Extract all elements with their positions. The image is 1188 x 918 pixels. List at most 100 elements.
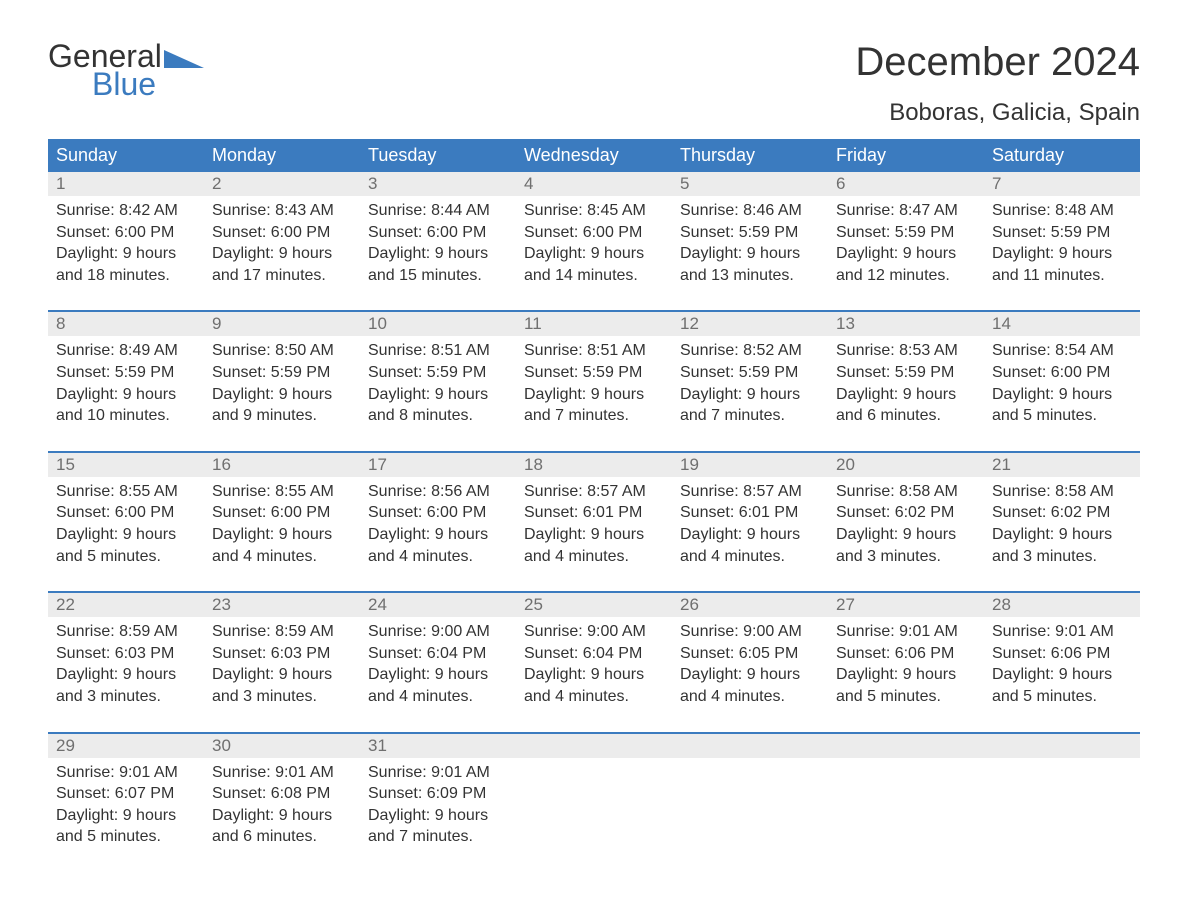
sunrise-text: Sunrise: 8:58 AM	[992, 481, 1132, 503]
sunset-text: Sunset: 5:59 PM	[680, 362, 820, 384]
daylight-text: and 4 minutes.	[680, 686, 820, 708]
daylight-text: Daylight: 9 hours	[368, 384, 508, 406]
title-block: December 2024 Boboras, Galicia, Spain	[855, 40, 1140, 127]
daylight-text: Daylight: 9 hours	[680, 243, 820, 265]
day-number: 12	[672, 311, 828, 336]
day-number: 6	[828, 172, 984, 196]
day-cell: Sunrise: 8:57 AMSunset: 6:01 PMDaylight:…	[672, 477, 828, 592]
daylight-text: Daylight: 9 hours	[836, 524, 976, 546]
sunrise-text: Sunrise: 8:45 AM	[524, 200, 664, 222]
day-cell: Sunrise: 9:01 AMSunset: 6:06 PMDaylight:…	[984, 617, 1140, 732]
day-header: Monday	[204, 139, 360, 172]
daylight-text: and 3 minutes.	[992, 546, 1132, 568]
sunset-text: Sunset: 5:59 PM	[680, 222, 820, 244]
day-header: Friday	[828, 139, 984, 172]
day-cell: Sunrise: 8:51 AMSunset: 5:59 PMDaylight:…	[516, 336, 672, 451]
day-number: 15	[48, 452, 204, 477]
daylight-text: Daylight: 9 hours	[524, 243, 664, 265]
daylight-text: and 14 minutes.	[524, 265, 664, 287]
sunrise-text: Sunrise: 8:53 AM	[836, 340, 976, 362]
day-header: Wednesday	[516, 139, 672, 172]
day-cell: Sunrise: 9:01 AMSunset: 6:07 PMDaylight:…	[48, 758, 204, 872]
day-cell: Sunrise: 8:59 AMSunset: 6:03 PMDaylight:…	[204, 617, 360, 732]
daylight-text: and 4 minutes.	[212, 546, 352, 568]
daylight-text: and 17 minutes.	[212, 265, 352, 287]
day-cell: Sunrise: 9:01 AMSunset: 6:08 PMDaylight:…	[204, 758, 360, 872]
day-data-row: Sunrise: 8:55 AMSunset: 6:00 PMDaylight:…	[48, 477, 1140, 592]
month-title: December 2024	[855, 40, 1140, 85]
day-cell	[516, 758, 672, 872]
day-number: 9	[204, 311, 360, 336]
sunrise-text: Sunrise: 8:42 AM	[56, 200, 196, 222]
day-number: 31	[360, 733, 516, 758]
sunset-text: Sunset: 5:59 PM	[212, 362, 352, 384]
daylight-text: Daylight: 9 hours	[524, 524, 664, 546]
day-header: Sunday	[48, 139, 204, 172]
sunset-text: Sunset: 6:03 PM	[212, 643, 352, 665]
day-number-row: 293031	[48, 733, 1140, 758]
day-cell: Sunrise: 8:45 AMSunset: 6:00 PMDaylight:…	[516, 196, 672, 311]
day-number	[828, 733, 984, 758]
day-number: 4	[516, 172, 672, 196]
day-number: 24	[360, 592, 516, 617]
daylight-text: and 13 minutes.	[680, 265, 820, 287]
daylight-text: Daylight: 9 hours	[680, 524, 820, 546]
daylight-text: Daylight: 9 hours	[992, 384, 1132, 406]
day-number: 25	[516, 592, 672, 617]
daylight-text: Daylight: 9 hours	[992, 524, 1132, 546]
sunrise-text: Sunrise: 9:00 AM	[524, 621, 664, 643]
day-number: 14	[984, 311, 1140, 336]
day-number: 13	[828, 311, 984, 336]
daylight-text: and 5 minutes.	[56, 826, 196, 848]
sunset-text: Sunset: 5:59 PM	[524, 362, 664, 384]
day-cell: Sunrise: 8:44 AMSunset: 6:00 PMDaylight:…	[360, 196, 516, 311]
sunrise-text: Sunrise: 8:51 AM	[368, 340, 508, 362]
sunset-text: Sunset: 6:00 PM	[212, 222, 352, 244]
daylight-text: Daylight: 9 hours	[680, 384, 820, 406]
day-number: 10	[360, 311, 516, 336]
daylight-text: Daylight: 9 hours	[56, 805, 196, 827]
sunrise-text: Sunrise: 8:47 AM	[836, 200, 976, 222]
day-cell: Sunrise: 9:01 AMSunset: 6:09 PMDaylight:…	[360, 758, 516, 872]
logo-text-blue: Blue	[92, 68, 204, 100]
daylight-text: and 7 minutes.	[680, 405, 820, 427]
calendar-table: Sunday Monday Tuesday Wednesday Thursday…	[48, 139, 1140, 872]
day-number: 20	[828, 452, 984, 477]
day-cell: Sunrise: 8:43 AMSunset: 6:00 PMDaylight:…	[204, 196, 360, 311]
daylight-text: Daylight: 9 hours	[368, 805, 508, 827]
day-cell: Sunrise: 8:46 AMSunset: 5:59 PMDaylight:…	[672, 196, 828, 311]
day-number: 23	[204, 592, 360, 617]
sunset-text: Sunset: 6:03 PM	[56, 643, 196, 665]
day-cell: Sunrise: 8:57 AMSunset: 6:01 PMDaylight:…	[516, 477, 672, 592]
daylight-text: and 18 minutes.	[56, 265, 196, 287]
daylight-text: and 11 minutes.	[992, 265, 1132, 287]
sunset-text: Sunset: 6:00 PM	[56, 502, 196, 524]
daylight-text: Daylight: 9 hours	[836, 384, 976, 406]
sunset-text: Sunset: 6:01 PM	[680, 502, 820, 524]
sunrise-text: Sunrise: 8:56 AM	[368, 481, 508, 503]
day-number	[516, 733, 672, 758]
day-cell: Sunrise: 9:00 AMSunset: 6:05 PMDaylight:…	[672, 617, 828, 732]
sunset-text: Sunset: 6:00 PM	[368, 502, 508, 524]
sunrise-text: Sunrise: 8:57 AM	[680, 481, 820, 503]
daylight-text: and 3 minutes.	[836, 546, 976, 568]
daylight-text: Daylight: 9 hours	[56, 664, 196, 686]
day-cell: Sunrise: 8:55 AMSunset: 6:00 PMDaylight:…	[48, 477, 204, 592]
day-cell: Sunrise: 9:01 AMSunset: 6:06 PMDaylight:…	[828, 617, 984, 732]
daylight-text: and 4 minutes.	[680, 546, 820, 568]
day-number: 2	[204, 172, 360, 196]
daylight-text: and 9 minutes.	[212, 405, 352, 427]
sunrise-text: Sunrise: 8:55 AM	[212, 481, 352, 503]
daylight-text: Daylight: 9 hours	[56, 524, 196, 546]
sunset-text: Sunset: 6:02 PM	[992, 502, 1132, 524]
daylight-text: Daylight: 9 hours	[368, 664, 508, 686]
sunset-text: Sunset: 6:00 PM	[212, 502, 352, 524]
sunset-text: Sunset: 6:00 PM	[992, 362, 1132, 384]
day-header: Tuesday	[360, 139, 516, 172]
sunrise-text: Sunrise: 8:54 AM	[992, 340, 1132, 362]
brand-logo: General Blue	[48, 40, 204, 100]
sunrise-text: Sunrise: 8:50 AM	[212, 340, 352, 362]
day-cell	[672, 758, 828, 872]
daylight-text: Daylight: 9 hours	[680, 664, 820, 686]
day-data-row: Sunrise: 8:59 AMSunset: 6:03 PMDaylight:…	[48, 617, 1140, 732]
